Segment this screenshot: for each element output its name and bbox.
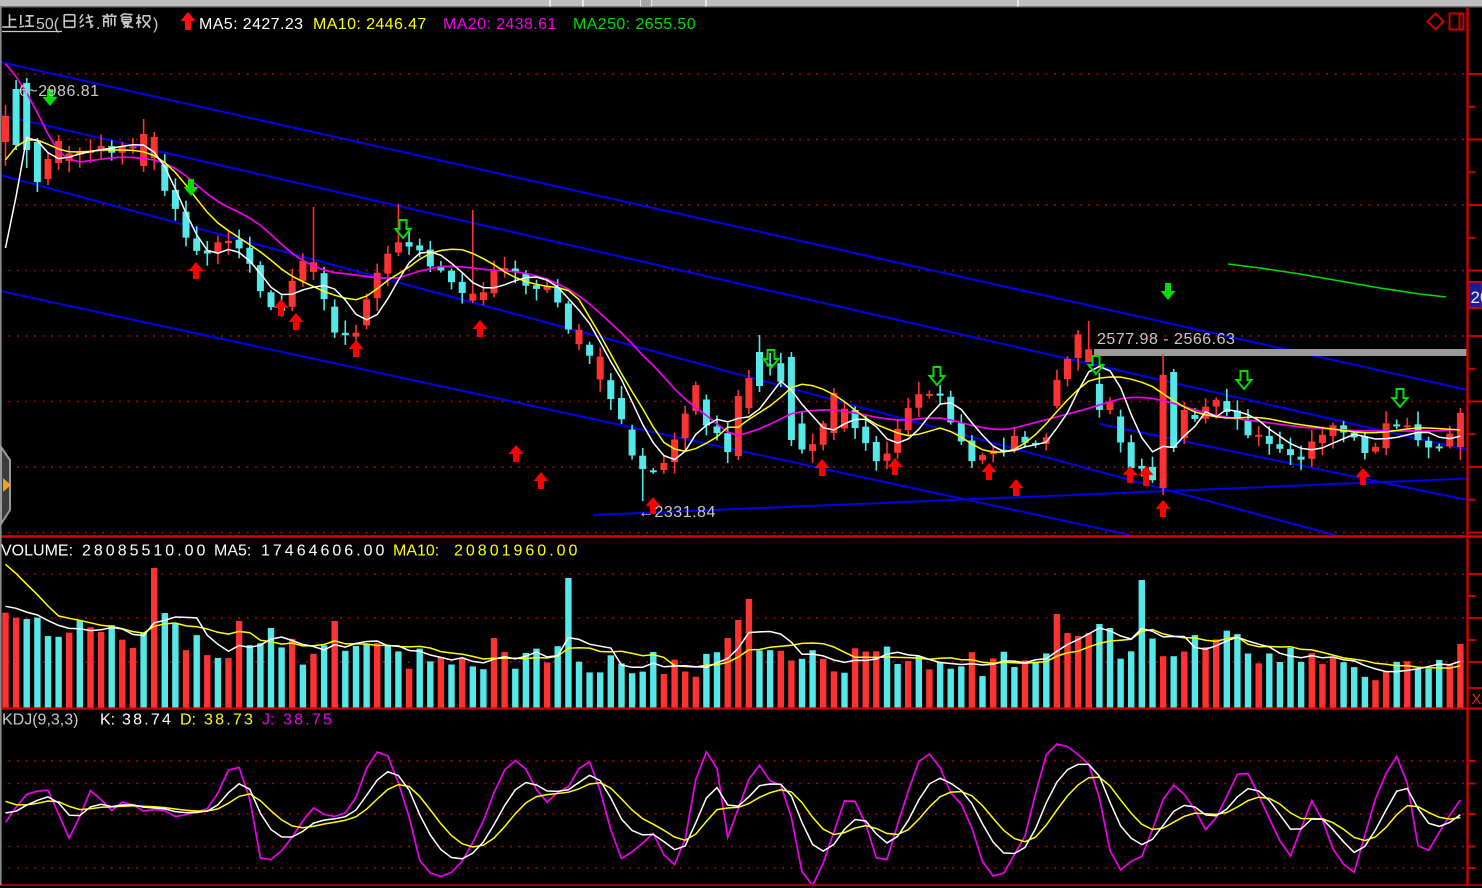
svg-text:MA10:: MA10: bbox=[393, 543, 439, 560]
svg-text:X: X bbox=[1472, 691, 1482, 708]
svg-text:.: . bbox=[96, 16, 100, 33]
svg-text:MA5: 2427.23: MA5: 2427.23 bbox=[199, 16, 303, 33]
svg-text:MA250: 2655.50: MA250: 2655.50 bbox=[573, 16, 696, 33]
svg-text:J:: J: bbox=[262, 712, 274, 729]
svg-text:MA20: 2438.61: MA20: 2438.61 bbox=[443, 16, 557, 33]
svg-text:MA5:: MA5: bbox=[214, 543, 251, 560]
svg-text:20801960.00: 20801960.00 bbox=[454, 543, 580, 560]
svg-text:D:: D: bbox=[180, 712, 196, 729]
svg-text:28085510.00: 28085510.00 bbox=[82, 543, 208, 560]
svg-text:): ) bbox=[153, 16, 158, 33]
svg-text:50(: 50( bbox=[36, 16, 60, 33]
svg-text:2577.98 - 2566.63: 2577.98 - 2566.63 bbox=[1097, 331, 1235, 348]
svg-text:MA10: 2446.47: MA10: 2446.47 bbox=[313, 16, 427, 33]
svg-text:KDJ(9,3,3): KDJ(9,3,3) bbox=[2, 712, 78, 729]
svg-text:17464606.00: 17464606.00 bbox=[261, 543, 387, 560]
svg-text:20: 20 bbox=[1471, 288, 1482, 307]
svg-text:K:: K: bbox=[100, 712, 115, 729]
svg-text:6~2986.81: 6~2986.81 bbox=[19, 83, 100, 100]
svg-text:VOLUME:: VOLUME: bbox=[1, 543, 73, 560]
svg-text:38.75: 38.75 bbox=[283, 712, 334, 729]
svg-text:38.73: 38.73 bbox=[204, 712, 255, 729]
svg-text:←2331.84: ←2331.84 bbox=[638, 504, 716, 521]
svg-text:38.74: 38.74 bbox=[122, 712, 173, 729]
